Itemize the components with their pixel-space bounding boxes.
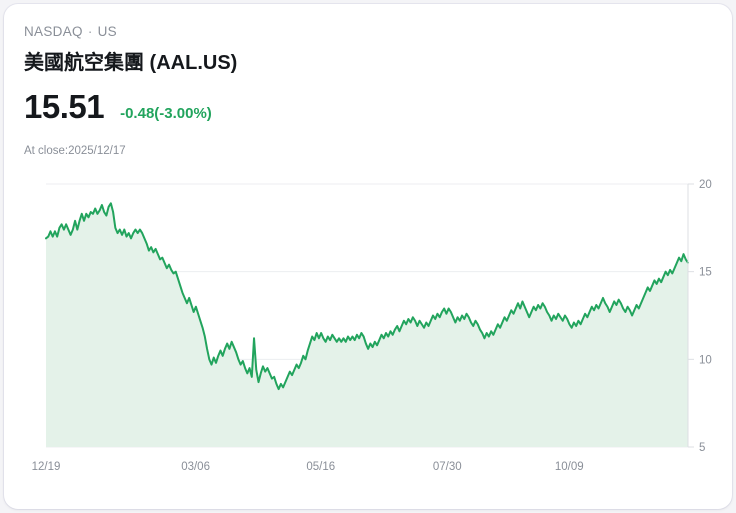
chart-x-axis-labels: 12/19 03/06 05/16 07/30 10/09 [32, 461, 584, 473]
stock-quote-card: NASDAQ · US 美國航空集團 (AAL.US) 15.51 -0.48(-3… [4, 4, 732, 509]
exchange-name: NASDAQ [24, 24, 83, 39]
exchange-region-row: NASDAQ · US [24, 24, 117, 39]
x-axis-label: 05/16 [306, 461, 335, 473]
y-axis-label: 20 [699, 179, 712, 191]
price-chart[interactable]: 20 15 10 5 12/19 03/06 05/16 07/30 10/09 [4, 169, 732, 489]
chart-y-axis: 20 15 10 5 [687, 179, 712, 454]
chart-line [45, 202, 689, 391]
chart-area-fill [46, 203, 688, 447]
page-title: 美國航空集團 (AAL.US) [24, 52, 238, 74]
area-path [46, 203, 688, 447]
region-label: US [97, 24, 117, 39]
y-axis-label: 10 [699, 354, 712, 366]
price-chart-svg[interactable]: 20 15 10 5 12/19 03/06 05/16 07/30 10/09 [4, 169, 732, 489]
x-axis-label: 03/06 [181, 461, 210, 473]
price-row: 15.51 -0.48(-3.00%) [24, 88, 212, 126]
y-axis-label: 15 [699, 267, 712, 279]
x-axis-label: 10/09 [555, 461, 584, 473]
y-axis-label: 5 [699, 442, 705, 454]
separator-dot: · [87, 24, 93, 39]
x-axis-label: 07/30 [433, 461, 462, 473]
x-axis-label: 12/19 [32, 461, 61, 473]
market-status: At close:2025/12/17 [24, 145, 126, 157]
price-change: -0.48(-3.00%) [120, 105, 212, 122]
line-path [45, 202, 689, 391]
current-price: 15.51 [24, 88, 105, 125]
